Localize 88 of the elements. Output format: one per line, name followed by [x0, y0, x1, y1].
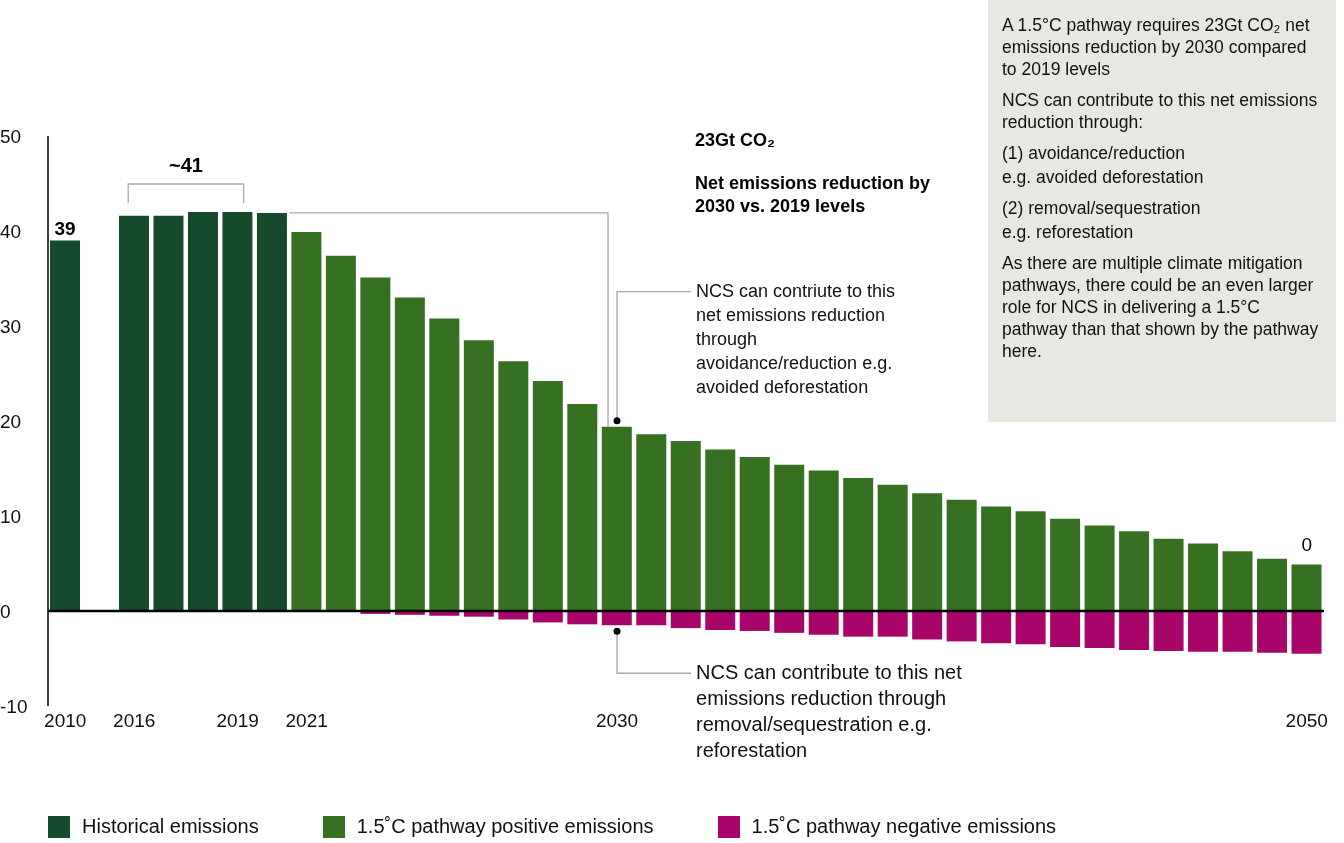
- text: NCS can contribute to this net emissions reduction through:: [1002, 90, 1318, 132]
- data-label: 39: [54, 217, 76, 239]
- bar: [1291, 611, 1322, 654]
- bar: [1015, 511, 1046, 611]
- bar: [360, 277, 391, 611]
- annotation: ~41: [168, 154, 203, 176]
- y-tick-label: 20: [0, 410, 22, 432]
- x-tick-label: 2030: [595, 710, 639, 732]
- bar: [946, 499, 977, 611]
- bar: [1153, 538, 1184, 611]
- bar: [256, 212, 287, 611]
- bar: [1257, 558, 1288, 611]
- bar: [463, 340, 494, 611]
- y-tick-label: 10: [0, 505, 22, 527]
- bar: [912, 611, 943, 640]
- y-tick-label: 50: [0, 125, 22, 147]
- bar: [567, 403, 598, 611]
- bar: [670, 440, 701, 611]
- bar: [1050, 611, 1081, 648]
- bar: [532, 381, 563, 611]
- annotation: As there are multiple climate mitigation pathways, there could be an even larger role for NCS in delivering a 1.5°C pathway than that shown by the pathway here.: [1002, 253, 1319, 361]
- y-tick-label: 0: [0, 600, 11, 622]
- annotation: 23Gt CO₂: [695, 130, 776, 150]
- x-tick-label: 2019: [216, 710, 259, 732]
- legend-label: 1.5˚C pathway negative emissions: [751, 815, 1057, 838]
- y-tick-label: 30: [0, 315, 22, 337]
- text: A 1.5°C pathway requires 23Gt CO₂ net emissions reduction by 2030 compared to 2019 levels: [1002, 15, 1310, 79]
- bar: [946, 611, 977, 642]
- annotation: NCS can contriute to this net emissions reduction through avoidance/reduction e.g. avoided deforestation: [696, 280, 896, 397]
- bar: [912, 493, 943, 611]
- bar: [187, 212, 218, 611]
- x-tick-label: 2050: [1285, 710, 1328, 732]
- bar: [705, 449, 736, 611]
- bar: [843, 478, 874, 611]
- bar: [118, 215, 149, 611]
- bar: [739, 457, 770, 611]
- bar: [843, 611, 874, 637]
- x-tick-label: 2016: [113, 710, 156, 732]
- y-tick-label: 40: [0, 220, 22, 242]
- bar: [808, 611, 839, 635]
- bar: [1050, 518, 1081, 611]
- bar: [1222, 611, 1253, 652]
- bar: [739, 611, 770, 631]
- bar: [567, 611, 598, 625]
- bar: [1084, 611, 1115, 649]
- bar: [981, 506, 1012, 611]
- bar: [1188, 611, 1219, 652]
- legend-label: Historical emissions: [82, 815, 259, 838]
- annotation: Net emissions reduction by 2030 vs. 2019 levels: [695, 173, 931, 216]
- bar: [325, 255, 356, 611]
- bar: [636, 434, 667, 611]
- bar: [1291, 564, 1322, 611]
- bar: [222, 212, 253, 611]
- bar: [877, 611, 908, 637]
- bar: [153, 215, 184, 611]
- bar: [1257, 611, 1288, 653]
- bar: [601, 426, 632, 611]
- bar: [705, 611, 736, 630]
- x-tick-label: 2021: [285, 710, 328, 732]
- bar: [808, 470, 839, 611]
- bar: [774, 611, 805, 633]
- annotation: 0: [1301, 534, 1313, 556]
- annotation: (1) avoidance/reduction: [1002, 143, 1185, 163]
- bar: [291, 231, 322, 611]
- y-tick-label: -10: [0, 695, 28, 717]
- bar: [636, 611, 667, 626]
- bar: [1119, 611, 1150, 650]
- bar: [670, 611, 701, 629]
- bar: [1119, 531, 1150, 611]
- annotation: e.g. reforestation: [1002, 222, 1134, 242]
- bar: [877, 484, 908, 611]
- bar: [50, 240, 80, 611]
- x-tick-label: 2010: [44, 710, 87, 732]
- bar: [1153, 611, 1184, 651]
- bar: [1188, 543, 1219, 611]
- bar: [498, 361, 529, 611]
- bar: [1084, 525, 1115, 611]
- bar: [394, 297, 425, 611]
- bar: [1015, 611, 1046, 645]
- bar: [601, 611, 632, 626]
- annotation: (2) removal/sequestration: [1002, 198, 1201, 218]
- annotation: e.g. avoided deforestation: [1002, 167, 1204, 187]
- bar: [1222, 551, 1253, 611]
- bar: [429, 318, 460, 611]
- legend-label: 1.5˚C pathway positive emissions: [356, 815, 654, 838]
- bar: [774, 464, 805, 611]
- bar: [981, 611, 1012, 644]
- annotation: NCS can contribute to this net emissions reduction through removal/sequestration e.g. reforestation: [696, 661, 962, 762]
